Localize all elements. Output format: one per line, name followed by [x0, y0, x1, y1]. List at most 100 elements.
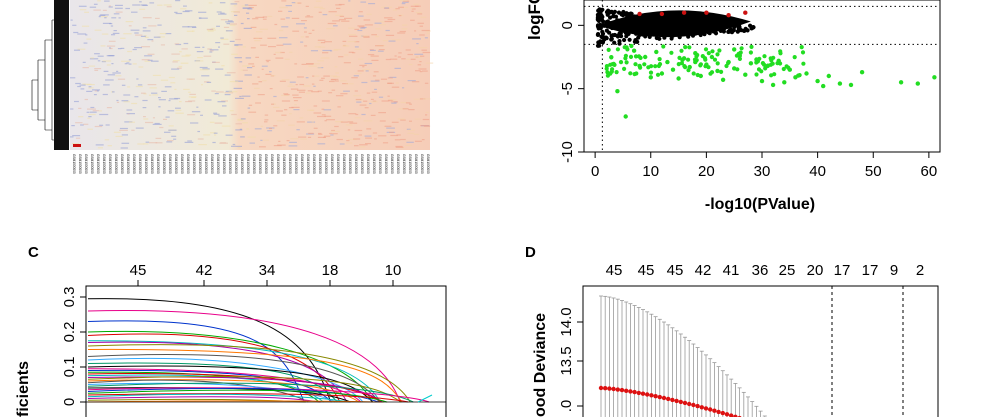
- heatmap-cell: [104, 139, 110, 141]
- heatmap-cell: [240, 69, 244, 71]
- ns-point: [664, 23, 669, 28]
- heatmap-cell: [330, 75, 338, 77]
- down-point: [770, 61, 775, 66]
- heatmap-cell: [80, 124, 84, 126]
- heatmap-cell: [421, 139, 425, 141]
- heatmap-cell: [279, 37, 288, 39]
- heatmap-cells: [70, 0, 434, 149]
- heatmap-cell: [313, 85, 316, 87]
- heatmap-cell: [411, 10, 414, 12]
- ns-point: [624, 15, 629, 20]
- heatmap-cell: [317, 90, 322, 92]
- ns-point: [741, 28, 747, 33]
- sample-label: GSM1000000: [78, 154, 82, 174]
- heatmap-cell: [371, 91, 378, 93]
- down-point: [653, 64, 658, 69]
- heatmap-cell: [214, 134, 217, 136]
- heatmap-cell: [99, 110, 102, 112]
- cv-mean-point: [708, 407, 713, 412]
- heatmap-cell: [405, 49, 411, 51]
- heatmap-cell: [106, 64, 111, 66]
- heatmap-cell: [321, 108, 325, 110]
- heatmap-cell: [94, 90, 98, 92]
- heatmap-cell: [317, 115, 326, 118]
- heatmap-cell: [305, 5, 309, 7]
- heatmap-cell: [327, 22, 337, 25]
- sample-label: GSM1000000: [186, 154, 190, 174]
- heatmap-cell: [200, 114, 203, 116]
- heatmap-cell: [358, 11, 363, 13]
- cv-mean-point: [607, 386, 612, 391]
- ns-point: [708, 21, 713, 27]
- heatmap-cell: [112, 72, 121, 74]
- heatmap-cell: [394, 139, 401, 141]
- down-point: [757, 56, 762, 61]
- heatmap-cell: [197, 138, 204, 140]
- heatmap-cell: [127, 86, 131, 88]
- heatmap-cell: [368, 3, 376, 5]
- heatmap-cell: [190, 122, 199, 124]
- panel-c-top-tick-label: 42: [196, 262, 213, 279]
- heatmap-cell: [387, 95, 390, 97]
- heatmap-cell: [92, 89, 100, 91]
- heatmap-cell: [168, 76, 175, 79]
- heatmap-cell: [412, 38, 421, 40]
- heatmap-cell: [324, 41, 332, 43]
- heatmap-cell: [303, 85, 311, 87]
- heatmap-cell: [143, 116, 146, 118]
- heatmap-cell: [70, 108, 74, 110]
- heatmap-cell: [329, 80, 335, 83]
- heatmap-cell: [229, 110, 234, 112]
- heatmap-cell: [114, 7, 123, 9]
- heatmap-cell: [385, 58, 391, 61]
- panel-c-top-axis: 45 42 34 18 10: [130, 262, 401, 286]
- sample-label: GSM1000000: [414, 154, 418, 174]
- heatmap-cell: [296, 121, 305, 123]
- heatmap-cell: [198, 144, 207, 146]
- heatmap-cell: [71, 125, 75, 127]
- heatmap-cell: [127, 50, 132, 53]
- coefficient-path: [87, 387, 430, 403]
- heatmap-cell: [318, 133, 323, 135]
- heatmap-cell: [102, 93, 108, 96]
- heatmap-cell: [300, 36, 305, 38]
- sample-label: GSM1000000: [72, 154, 76, 174]
- up-point: [743, 10, 748, 15]
- cv-mean-point: [703, 406, 709, 411]
- ns-point: [637, 33, 642, 38]
- heatmap-cell: [384, 17, 393, 19]
- down-point: [646, 65, 651, 70]
- heatmap-cell: [218, 46, 220, 48]
- heatmap-cell: [216, 11, 222, 13]
- heatmap-cell: [339, 15, 345, 17]
- heatmap-cell: [174, 88, 177, 90]
- down-point: [611, 61, 616, 66]
- heatmap-cell: [401, 3, 406, 5]
- heatmap-cell: [191, 96, 196, 98]
- heatmap-cell: [276, 44, 284, 46]
- heatmap-cell: [365, 70, 369, 72]
- heatmap-cell: [419, 71, 423, 73]
- heatmap-cell: [372, 132, 378, 134]
- heatmap-cell: [323, 136, 326, 138]
- down-point: [782, 80, 787, 85]
- cv-mean-point: [661, 395, 667, 401]
- heatmap-cell: [300, 41, 304, 43]
- ns-point: [618, 31, 623, 36]
- heatmap-cell: [166, 141, 173, 143]
- heatmap-cell: [246, 12, 250, 14]
- heatmap-cell: [161, 90, 167, 92]
- panel-c-yaxis: 0.3 0.2 0.1 0: [61, 287, 86, 406]
- down-point: [669, 50, 674, 55]
- heatmap-cell: [269, 127, 272, 130]
- down-point: [661, 44, 666, 49]
- down-point: [686, 68, 691, 73]
- heatmap-cell: [75, 122, 83, 124]
- heatmap-cell: [86, 90, 93, 92]
- heatmap-cell: [75, 82, 81, 85]
- heatmap-cell: [352, 52, 356, 54]
- ns-point: [713, 24, 718, 29]
- heatmap-cell: [400, 119, 406, 121]
- heatmap-cell: [250, 47, 256, 49]
- down-point: [800, 50, 806, 55]
